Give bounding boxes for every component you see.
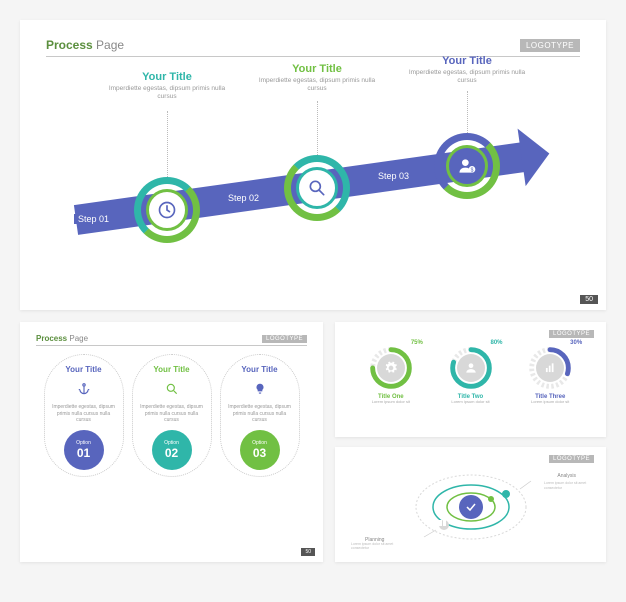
search-icon-small: [161, 378, 183, 400]
person-icon: [457, 354, 485, 382]
option-column-2: Your Title Imperdiette egestas, dipsum p…: [132, 354, 212, 477]
clock-icon: [157, 200, 177, 220]
col-title-3: Your Title: [227, 365, 293, 374]
step-desc-1: Imperdiette egestas, dipsum primis nulla…: [107, 85, 227, 102]
col-desc-2: Imperdiette egestas, dipsum primis nulla…: [139, 404, 205, 424]
option-badge-1: Option 01: [64, 430, 104, 470]
search-icon: [307, 178, 327, 198]
step-label-2: Step 02: [224, 193, 267, 203]
option-columns: Your Title Imperdiette egestas, dipsum p…: [36, 354, 307, 477]
step-node-2: [284, 155, 350, 221]
col-desc-1: Imperdiette egestas, dipsum primis nulla…: [51, 404, 117, 424]
step-desc-3: Imperdiette egestas, dipsum primis nulla…: [407, 69, 527, 86]
step-node-1: [134, 177, 200, 243]
orbit-svg: [406, 467, 536, 547]
step-title-1: Your Title: [107, 71, 227, 83]
slide-options-columns: Process Page LOGOTYPE Your Title Imperdi…: [20, 322, 323, 562]
orbit-desc-2: Lorem ipsum dolor sit amet consectetur: [351, 542, 397, 551]
svg-text:$: $: [471, 167, 474, 173]
col-title-1: Your Title: [51, 365, 117, 374]
slide-orbits: LOGOTYPE Analysis Pl: [335, 447, 606, 562]
header-divider-2: [36, 345, 307, 346]
step-title-3: Your Title: [407, 55, 527, 67]
donut-1: 75% Title One Lorem ipsum dolor sit: [353, 346, 429, 405]
person-money-icon: $: [457, 156, 477, 176]
orbit-desc-1: Lorem ipsum dolor sit amet consectetur: [544, 481, 590, 490]
page-title-2: Process Page: [36, 334, 88, 343]
col-title-2: Your Title: [139, 365, 205, 374]
slide-header-4: LOGOTYPE: [347, 455, 594, 463]
step-node-3: $: [434, 133, 500, 199]
donut-desc-3: Lorem ipsum dolor sit: [512, 400, 588, 405]
option-badge-2: Option 02: [152, 430, 192, 470]
logotype-badge: LOGOTYPE: [520, 39, 580, 52]
option-badge-3: Option 03: [240, 430, 280, 470]
label-analysis: Analysis: [557, 473, 576, 479]
donut-desc-2: Lorem ipsum dolor sit: [433, 400, 509, 405]
step-desc-2: Imperdiette egestas, dipsum primis nulla…: [257, 77, 377, 94]
step-title-block-1: Your Title Imperdiette egestas, dipsum p…: [107, 71, 227, 102]
col-desc-3: Imperdiette egestas, dipsum primis nulla…: [227, 404, 293, 424]
slide-process-arrow: Process Page LOGOTYPE Step 01 Step 02 St…: [20, 20, 606, 310]
option-column-3: Your Title Imperdiette egestas, dipsum p…: [220, 354, 300, 477]
page-title-bold: Process: [46, 38, 93, 52]
leader-line-2: [317, 101, 318, 155]
leader-line-3: [467, 91, 468, 133]
page-title-suffix: Page: [96, 38, 124, 52]
donut-pct-1: 75%: [411, 340, 423, 346]
logotype-badge-4: LOGOTYPE: [549, 455, 594, 463]
step-label-1: Step 01: [74, 214, 117, 224]
logotype-badge-3: LOGOTYPE: [549, 330, 594, 338]
page-number-2: 50: [301, 548, 315, 556]
slide-header-2: Process Page LOGOTYPE: [36, 334, 307, 343]
logotype-badge-2: LOGOTYPE: [262, 335, 307, 343]
donut-pct-3: 30%: [570, 340, 582, 346]
donut-2: 80% Title Two Lorem ipsum dolor sit: [433, 346, 509, 405]
donut-desc-1: Lorem ipsum dolor sit: [353, 400, 429, 405]
anchor-icon: [73, 378, 95, 400]
donut-row: 75% Title One Lorem ipsum dolor sit 80% …: [347, 346, 594, 405]
leader-line-1: [167, 111, 168, 177]
page-number: 50: [580, 295, 598, 304]
step-label-3: Step 03: [374, 171, 417, 181]
bulb-icon: [249, 378, 271, 400]
slide-header-3: LOGOTYPE: [347, 330, 594, 338]
slide-header: Process Page LOGOTYPE: [46, 38, 580, 52]
step-title-block-2: Your Title Imperdiette egestas, dipsum p…: [257, 63, 377, 94]
step-title-2: Your Title: [257, 63, 377, 75]
orbit-diagram: Analysis Planning Lorem ipsum dolor sit …: [347, 467, 594, 547]
bars-icon: [536, 354, 564, 382]
option-column-1: Your Title Imperdiette egestas, dipsum p…: [44, 354, 124, 477]
slide-donut-percentages: LOGOTYPE 75% Title One Lorem ipsum dolor…: [335, 322, 606, 437]
arrow-diagram: Step 01 Step 02 Step 03 Your Title Imper…: [46, 65, 580, 275]
page-title: Process Page: [46, 38, 124, 52]
step-title-block-3: Your Title Imperdiette egestas, dipsum p…: [407, 55, 527, 86]
gear-icon: [377, 354, 405, 382]
donut-pct-2: 80%: [490, 340, 502, 346]
donut-3: 30% Title Three Lorem ipsum dolor sit: [512, 346, 588, 405]
